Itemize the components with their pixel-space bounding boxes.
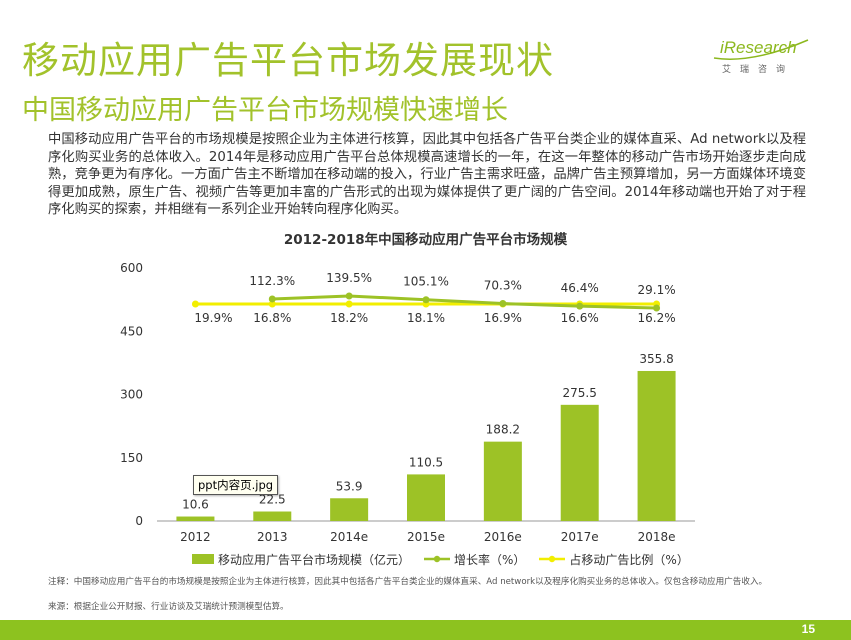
- growth-point: [653, 304, 661, 312]
- growth-point: [422, 296, 430, 304]
- x-tick-label: 2012: [180, 530, 211, 544]
- bar-value-label: 10.6: [182, 498, 209, 512]
- y-tick-label: 0: [135, 514, 143, 528]
- share-point: [191, 300, 199, 308]
- footer-bar: 15: [0, 620, 851, 640]
- share-value-label: 16.8%: [253, 311, 291, 325]
- x-tick-label: 2018e: [638, 530, 676, 544]
- growth-point: [576, 302, 584, 310]
- growth-value-label: 105.1%: [403, 275, 449, 289]
- chart-legend: 移动应用广告平台市场规模（亿元） 增长率（%） 占移动广告比例（%）: [192, 550, 703, 568]
- source-note: 来源：根据企业公开财报、行业访谈及艾瑞统计预测模型估算。: [48, 602, 289, 612]
- growth-point: [345, 292, 353, 300]
- bar-value-label: 188.2: [486, 423, 520, 437]
- y-tick-label: 150: [120, 451, 143, 465]
- x-tick-label: 2016e: [484, 530, 522, 544]
- growth-point: [499, 300, 507, 308]
- iresearch-logo: iResearch 艾瑞咨询: [712, 34, 812, 78]
- bar-value-label: 53.9: [336, 479, 363, 493]
- growth-value-label: 29.1%: [638, 283, 676, 297]
- legend-item-growth-rate: 增长率（%）: [424, 551, 525, 568]
- legend-bar-swatch: [192, 554, 214, 564]
- bar-value-label: 355.8: [639, 352, 673, 366]
- legend-label-market-size: 移动应用广告平台市场规模（亿元）: [218, 552, 411, 567]
- x-tick-label: 2014e: [330, 530, 368, 544]
- share-value-label: 16.9%: [484, 311, 522, 325]
- bar: [560, 404, 599, 521]
- chart-title: 2012-2018年中国移动应用广告平台市场规模: [283, 232, 568, 248]
- y-tick-label: 450: [120, 324, 143, 338]
- growth-value-label: 46.4%: [561, 281, 599, 295]
- bar: [176, 516, 215, 521]
- share-value-label: 16.6%: [561, 311, 599, 325]
- legend-share-line-swatch: [539, 555, 566, 563]
- share-point: [268, 300, 276, 308]
- legend-item-share: 占移动广告比例（%）: [539, 551, 689, 568]
- bar: [483, 441, 522, 521]
- logo-chinese-name: 艾瑞咨询: [722, 65, 795, 75]
- growth-value-label: 112.3%: [249, 274, 295, 288]
- y-tick-label: 600: [120, 261, 143, 275]
- share-value-label: 18.1%: [407, 311, 445, 325]
- share-value-label: 19.9%: [194, 311, 232, 325]
- growth-value-label: 139.5%: [326, 271, 372, 285]
- legend-label-growth-rate: 增长率（%）: [454, 552, 526, 567]
- legend-label-share: 占移动广告比例（%）: [569, 552, 689, 567]
- logo-wordmark: iResearch: [720, 38, 797, 57]
- share-value-label: 18.2%: [330, 311, 368, 325]
- bar-value-label: 22.5: [259, 493, 286, 507]
- x-tick-label: 2017e: [561, 530, 599, 544]
- logo-swoosh-icon: [713, 39, 809, 60]
- share-point: [345, 300, 353, 308]
- footnote: 注释：中国移动应用广告平台的市场规模是按照企业为主体进行核算，因此其中包括各广告…: [48, 577, 768, 587]
- growth-value-label: 70.3%: [484, 279, 522, 293]
- bar-value-label: 275.5: [563, 386, 597, 400]
- image-tooltip: ppt内容页.jpg: [193, 475, 279, 495]
- page-title: 移动应用广告平台市场发展现状: [22, 39, 554, 82]
- x-tick-label: 2013: [257, 530, 288, 544]
- growth-line: [272, 294, 657, 310]
- bar: [637, 370, 676, 521]
- page-subtitle: 中国移动应用广告平台市场规模快速增长: [22, 95, 508, 126]
- y-tick-label: 300: [120, 388, 143, 402]
- x-tick-label: 2015e: [407, 530, 445, 544]
- page-number: 15: [801, 622, 815, 636]
- bar: [253, 511, 292, 521]
- legend-item-market-size: 移动应用广告平台市场规模（亿元）: [192, 551, 410, 568]
- growth-point: [268, 295, 276, 303]
- bar-value-label: 110.5: [409, 455, 443, 469]
- bar: [330, 498, 369, 521]
- body-paragraph: 中国移动应用广告平台的市场规模是按照企业为主体进行核算，因此其中包括各广告平台类…: [48, 132, 806, 217]
- legend-growth-line-swatch: [424, 555, 451, 563]
- bar: [407, 474, 445, 521]
- share-value-label: 16.2%: [638, 311, 676, 325]
